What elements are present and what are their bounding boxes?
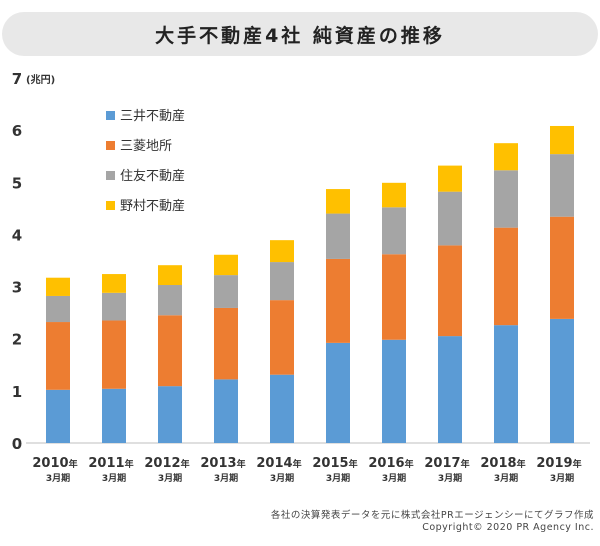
bar-2015-series-0 <box>326 342 350 443</box>
y-tick-label: 0 <box>12 435 22 453</box>
x-tick-label-2010: 2010年 <box>32 456 77 471</box>
legend-label-1: 三菱地所 <box>120 139 172 154</box>
bar-2014-series-2 <box>270 262 294 301</box>
y-tick-label: 2 <box>12 331 22 349</box>
bar-2014-series-0 <box>270 374 294 443</box>
legend-label-3: 野村不動産 <box>120 198 185 214</box>
y-tick-label: 5 <box>12 174 22 192</box>
bar-2012-series-2 <box>158 285 182 316</box>
bar-2013-series-1 <box>214 307 238 380</box>
y-unit-label: (兆円) <box>26 73 55 86</box>
legend-swatch-2 <box>106 171 115 180</box>
y-tick-label: 6 <box>12 122 22 140</box>
bar-2012-series-0 <box>158 386 182 443</box>
bar-2016-series-3 <box>382 182 406 208</box>
x-tick-sublabel-2017: 3月期 <box>438 472 462 484</box>
legend-label-2: 住友不動産 <box>120 168 185 184</box>
bar-2013-series-0 <box>214 379 238 443</box>
y-tick-label: 4 <box>12 226 22 244</box>
bar-2013-series-2 <box>214 275 238 308</box>
bar-2019-series-1 <box>550 216 574 319</box>
bar-2011-series-1 <box>102 320 126 389</box>
bar-2012-series-3 <box>158 265 182 286</box>
x-tick-sublabel-2013: 3月期 <box>214 472 238 484</box>
bar-2014-series-3 <box>270 240 294 263</box>
x-tick-label-2013: 2013年 <box>200 456 245 471</box>
bar-2017-series-0 <box>438 336 462 443</box>
bar-2019-series-3 <box>550 125 574 155</box>
copyright-note: Copyright© 2020 PR Agency Inc. <box>422 522 594 533</box>
bar-2014-series-1 <box>270 300 294 375</box>
bar-2019-series-0 <box>550 318 574 443</box>
bar-2011-series-3 <box>102 274 126 293</box>
bar-2015-series-1 <box>326 258 350 343</box>
x-tick-sublabel-2015: 3月期 <box>326 472 350 484</box>
legend-swatch-0 <box>106 111 115 120</box>
bar-2016-series-1 <box>382 254 406 340</box>
x-tick-sublabel-2012: 3月期 <box>158 472 182 484</box>
bar-2018-series-0 <box>494 325 518 443</box>
bar-2010-series-1 <box>46 322 70 390</box>
bar-2012-series-1 <box>158 315 182 387</box>
source-note: 各社の決算発表データを元に株式会社PRエージェンシーにてグラフ作成 <box>270 510 594 521</box>
y-tick-label: 1 <box>12 383 22 401</box>
y-top-tick-label: 7 <box>12 70 22 88</box>
bar-2016-series-2 <box>382 207 406 255</box>
x-tick-label-2015: 2015年 <box>312 456 357 471</box>
x-tick-label-2019: 2019年 <box>536 456 581 471</box>
bar-2015-series-3 <box>326 189 350 214</box>
x-tick-label-2017: 2017年 <box>424 456 469 471</box>
bar-2015-series-2 <box>326 213 350 259</box>
bar-2016-series-0 <box>382 339 406 443</box>
chart-title-bar: 大手不動産4社 純資産の推移 <box>2 12 598 56</box>
bar-2018-series-1 <box>494 227 518 326</box>
bar-2018-series-3 <box>494 143 518 171</box>
bar-2017-series-2 <box>438 191 462 246</box>
legend-label-0: 三井不動産 <box>120 108 185 124</box>
bar-2017-series-3 <box>438 165 462 192</box>
legend-swatch-1 <box>106 141 115 150</box>
x-tick-sublabel-2018: 3月期 <box>494 472 518 484</box>
x-tick-label-2012: 2012年 <box>144 456 189 471</box>
y-tick-label: 3 <box>12 279 22 297</box>
x-tick-sublabel-2010: 3月期 <box>46 472 70 484</box>
x-tick-label-2014: 2014年 <box>256 456 301 471</box>
x-tick-sublabel-2019: 3月期 <box>550 472 574 484</box>
chart-title: 大手不動産4社 純資産の推移 <box>155 24 445 47</box>
x-tick-label-2016: 2016年 <box>368 456 413 471</box>
bar-2011-series-2 <box>102 292 126 321</box>
bar-2013-series-3 <box>214 254 238 276</box>
x-tick-sublabel-2011: 3月期 <box>102 472 126 484</box>
legend-swatch-3 <box>106 201 115 210</box>
x-tick-label-2011: 2011年 <box>88 456 133 471</box>
bar-2010-series-0 <box>46 389 70 443</box>
bar-2010-series-2 <box>46 295 70 323</box>
bar-2017-series-1 <box>438 245 462 337</box>
bar-2018-series-2 <box>494 170 518 228</box>
x-tick-sublabel-2014: 3月期 <box>270 472 294 484</box>
x-tick-sublabel-2016: 3月期 <box>382 472 406 484</box>
x-tick-label-2018: 2018年 <box>480 456 525 471</box>
bar-2019-series-2 <box>550 154 574 217</box>
bar-2010-series-3 <box>46 277 70 296</box>
bar-2011-series-0 <box>102 388 126 443</box>
